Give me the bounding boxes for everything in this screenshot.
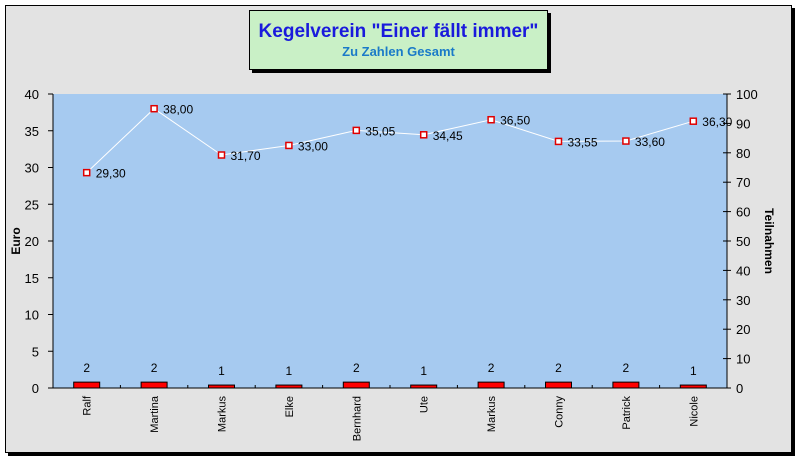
right-tick-label: 100 — [736, 87, 758, 102]
data-point-marker — [554, 137, 563, 146]
right-tick-label: 70 — [736, 175, 750, 190]
bar-value-label: 1 — [690, 364, 697, 378]
data-point-marker — [487, 115, 495, 124]
data-point-marker — [82, 168, 91, 177]
data-point-marker — [689, 117, 698, 125]
bar-value-label: 1 — [420, 364, 427, 378]
bar-value-label: 1 — [218, 364, 225, 378]
left-tick-label: 40 — [25, 87, 39, 102]
bar — [612, 381, 640, 389]
bar-value-label: 2 — [353, 361, 360, 375]
category-label: Patrick — [621, 396, 633, 430]
data-point-label: 36,30 — [702, 115, 732, 129]
bar-value-label: 1 — [286, 364, 293, 378]
bar-value-label: 2 — [151, 361, 158, 375]
data-point-label: 35,05 — [365, 124, 395, 138]
chart-title: Kegelverein "Einer fällt immer" — [258, 21, 539, 42]
right-axis-title: Teilnahmen — [762, 208, 776, 274]
left-tick-label: 10 — [25, 308, 39, 323]
data-point-label: 38,00 — [163, 103, 193, 117]
left-tick-label: 30 — [25, 161, 39, 176]
left-y-axis: 0 5 10 15 20 25 30 35 40 — [25, 87, 54, 396]
left-axis-title: Euro — [9, 227, 23, 254]
right-tick-label: 40 — [736, 263, 750, 278]
left-tick-label: 35 — [25, 124, 39, 139]
right-tick-label: 50 — [736, 234, 750, 249]
right-tick-label: 10 — [736, 352, 750, 367]
data-point-marker — [150, 104, 158, 113]
left-tick-label: 5 — [32, 344, 39, 359]
left-tick-label: 25 — [25, 197, 39, 212]
data-point-label: 33,00 — [298, 139, 328, 153]
bar-value-label: 2 — [488, 361, 495, 375]
left-tick-label: 0 — [32, 381, 39, 396]
category-label: Markus — [217, 396, 229, 433]
data-point-marker — [352, 126, 361, 135]
category-label: Elke — [284, 396, 296, 417]
category-label: Martina — [149, 395, 161, 433]
data-point-label: 33,55 — [568, 135, 598, 149]
x-axis: Ralf Martina Markus Elke Bernhard Ute Markus Co… — [48, 385, 727, 441]
data-point-marker — [217, 151, 226, 159]
left-tick-label: 15 — [25, 271, 39, 286]
data-point-marker — [285, 141, 293, 150]
bar — [477, 381, 505, 389]
bar — [73, 381, 101, 389]
right-tick-label: 80 — [736, 146, 750, 161]
right-tick-label: 20 — [736, 322, 750, 337]
category-label: Nicole — [688, 396, 700, 427]
data-point-label: 31,70 — [231, 149, 261, 163]
euro-line — [86, 108, 694, 174]
bar-value-label: 2 — [555, 361, 562, 375]
category-label: Bernhard — [351, 396, 363, 441]
left-tick-label: 20 — [25, 234, 39, 249]
bar-value-label: 2 — [83, 361, 90, 375]
plot-area — [53, 94, 727, 388]
bar — [140, 381, 168, 389]
chart-title-box: Kegelverein "Einer fällt immer" Zu Zahle… — [249, 10, 548, 70]
right-tick-label: 90 — [736, 116, 750, 131]
data-point-label: 33,60 — [635, 135, 665, 149]
data-point-marker — [419, 131, 428, 139]
bar-value-label: 2 — [623, 361, 630, 375]
data-point-label: 36,50 — [500, 114, 530, 128]
data-point-label: 34,45 — [433, 129, 463, 143]
right-tick-label: 0 — [736, 381, 743, 396]
category-label: Conny — [554, 396, 566, 428]
category-label: Ute — [419, 396, 431, 413]
right-tick-label: 30 — [736, 293, 750, 308]
bar — [545, 381, 572, 389]
data-point-marker — [622, 137, 630, 145]
chart-subtitle: Zu Zahlen Gesamt — [342, 44, 455, 59]
right-y-axis: 0 10 20 30 40 50 60 70 80 90 100 — [723, 87, 758, 396]
category-label: Ralf — [82, 395, 94, 416]
category-label: Markus — [486, 396, 498, 433]
line-series-euro: 29,30 38,00 31,70 33,00 35,05 34,45 36,50 33,55… — [82, 103, 733, 181]
data-point-label: 29,30 — [96, 167, 126, 181]
right-tick-label: 60 — [736, 205, 750, 220]
bar — [342, 381, 370, 389]
